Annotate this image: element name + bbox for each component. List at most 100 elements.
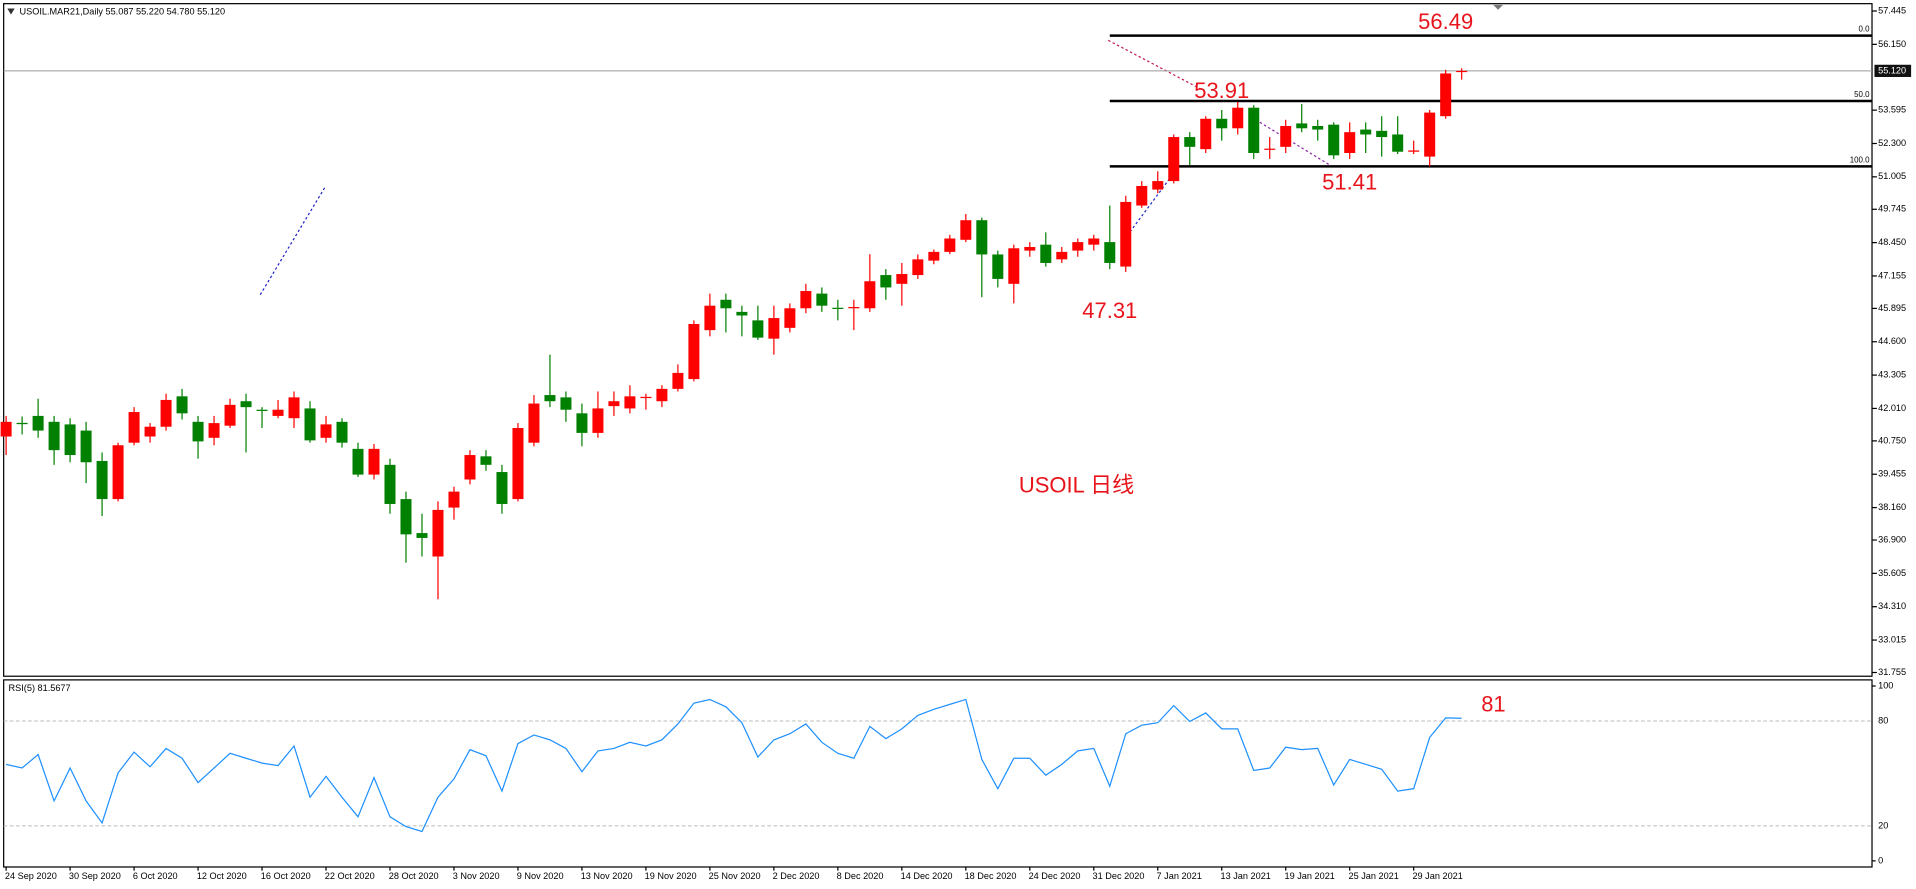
- candle-body: [640, 396, 652, 399]
- x-tick-label: 25 Nov 2020: [709, 871, 761, 881]
- price-marker-label: 55.120: [1878, 65, 1906, 75]
- candle-body: [304, 408, 316, 441]
- candle-body: [896, 274, 908, 284]
- fib-level-label: 100.0: [1850, 155, 1870, 164]
- x-tick-label: 8 Dec 2020: [837, 871, 884, 881]
- candle-body: [1440, 73, 1452, 117]
- annotation: 53.91: [1194, 78, 1249, 103]
- candle-body: [96, 460, 108, 500]
- candle-body: [272, 409, 284, 416]
- candle-body: [16, 422, 28, 425]
- x-tick-label: 14 Dec 2020: [901, 871, 953, 881]
- x-tick-label: 24 Dec 2020: [1029, 871, 1081, 881]
- y-tick-label: 31.755: [1878, 667, 1906, 677]
- candle-body: [1392, 134, 1404, 152]
- y-tick-label: 39.455: [1878, 469, 1906, 479]
- candle-body: [1408, 150, 1420, 152]
- candle-body: [208, 423, 220, 438]
- candle-body: [1216, 118, 1228, 129]
- candle-body: [0, 421, 12, 437]
- candle-body: [1168, 137, 1180, 182]
- y-tick-label: 44.600: [1878, 336, 1906, 346]
- candle-body: [1152, 181, 1164, 190]
- candle-body: [960, 220, 972, 240]
- candle-body: [992, 254, 1004, 279]
- x-tick-label: 13 Jan 2021: [1221, 871, 1271, 881]
- rsi-line: [5, 698, 1462, 833]
- candle-body: [496, 472, 508, 504]
- annotation: 81: [1481, 692, 1505, 717]
- candle-body: [848, 306, 860, 309]
- candle-body: [1328, 124, 1340, 156]
- y-tick-label: 100: [1878, 680, 1893, 690]
- trend-line: [259, 186, 326, 296]
- candle-body: [752, 320, 764, 338]
- candle-body: [176, 396, 188, 414]
- y-tick-label: 48.450: [1878, 237, 1906, 247]
- candle-body: [1456, 70, 1468, 73]
- candle-body: [704, 305, 716, 331]
- x-tick-label: 19 Jan 2021: [1285, 871, 1335, 881]
- candle-body: [1136, 185, 1148, 206]
- y-tick-label: 43.305: [1878, 370, 1906, 380]
- candle-body: [624, 396, 636, 409]
- candle-body: [528, 403, 540, 443]
- y-tick-label: 34.310: [1878, 601, 1906, 611]
- y-tick-label: 56.150: [1878, 39, 1906, 49]
- candle-body: [1056, 251, 1068, 260]
- y-tick-label: 57.445: [1878, 5, 1906, 15]
- x-tick-label: 31 Dec 2020: [1093, 871, 1145, 881]
- y-tick-label: 53.595: [1878, 105, 1906, 115]
- candle-body: [976, 220, 988, 255]
- y-tick-label: 33.015: [1878, 634, 1906, 644]
- candle-body: [512, 428, 524, 500]
- candle-body: [1120, 201, 1132, 267]
- candle-body: [560, 397, 572, 410]
- candle-body: [800, 291, 812, 309]
- scroll-marker: [1493, 4, 1503, 10]
- x-tick-label: 30 Sep 2020: [69, 871, 121, 881]
- candle-body: [880, 275, 892, 288]
- candle-body: [608, 401, 620, 407]
- candle-body: [464, 455, 476, 480]
- x-tick-label: 16 Oct 2020: [261, 871, 311, 881]
- x-tick-label: 12 Oct 2020: [197, 871, 247, 881]
- chart-title: USOIL.MAR21,Daily 55.087 55.220 54.780 5…: [20, 7, 226, 17]
- rsi-panel-frame: [3, 679, 1873, 868]
- x-tick-label: 29 Jan 2021: [1412, 871, 1462, 881]
- candle-body: [480, 456, 492, 465]
- candle-body: [768, 318, 780, 339]
- x-tick-label: 19 Nov 2020: [645, 871, 697, 881]
- candle-body: [1200, 118, 1212, 150]
- candle-body: [400, 499, 412, 535]
- candle-body: [144, 426, 156, 437]
- annotation: 47.31: [1082, 298, 1137, 323]
- candle-body: [448, 491, 460, 508]
- y-tick-label: 47.155: [1878, 270, 1906, 280]
- candle-body: [832, 307, 844, 309]
- annotation: 51.41: [1322, 169, 1377, 194]
- candle-body: [544, 395, 556, 402]
- candle-body: [240, 401, 252, 408]
- fib-level-label: 50.0: [1854, 90, 1870, 99]
- candle-body: [320, 424, 332, 438]
- trend-line: [1259, 121, 1333, 167]
- y-tick-label: 52.300: [1878, 138, 1906, 148]
- trend-line: [1108, 39, 1204, 92]
- candle-body: [1280, 125, 1292, 147]
- candle-body: [1104, 242, 1116, 263]
- x-tick-label: 22 Oct 2020: [325, 871, 375, 881]
- candle-body: [1024, 246, 1036, 251]
- candle-body: [720, 299, 732, 309]
- x-tick-label: 3 Nov 2020: [453, 871, 500, 881]
- candle-body: [224, 404, 236, 426]
- menu-icon[interactable]: [7, 8, 15, 15]
- candle-body: [656, 388, 668, 402]
- candle-body: [688, 323, 700, 380]
- x-tick-label: 2 Dec 2020: [773, 871, 820, 881]
- price-marker: [1874, 64, 1912, 77]
- candle-body: [336, 421, 348, 443]
- candle-body: [864, 281, 876, 309]
- candle-body: [384, 464, 396, 504]
